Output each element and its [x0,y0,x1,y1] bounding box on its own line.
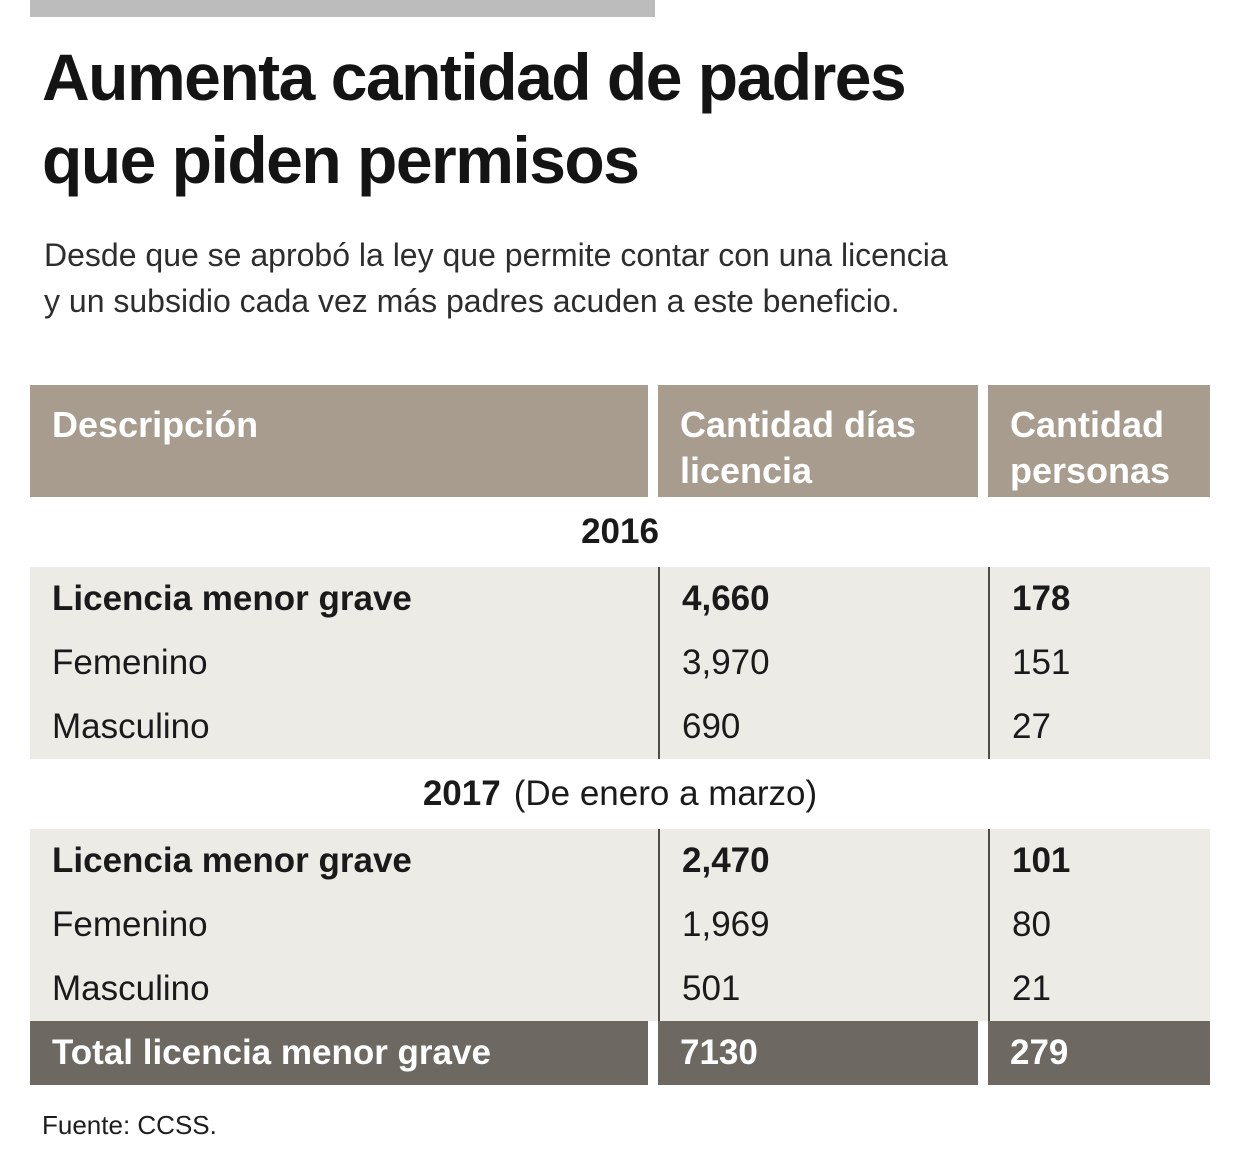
cell-personas: 27 [988,695,1210,759]
cell-descripcion: Licencia menor grave [30,567,658,631]
section-header-2017: 2017 (De enero a marzo) [30,759,1210,829]
cell-personas: 80 [988,893,1210,957]
row-masculino-2016: Masculino 690 27 [30,695,1210,759]
cell-dias-licencia: 3,970 [658,631,988,695]
page-title: Aumenta cantidad de padres que piden per… [42,36,907,202]
cell-total-personas: 279 [988,1021,1210,1085]
cell-descripcion: Femenino [30,893,658,957]
row-masculino-2017: Masculino 501 21 [30,957,1210,1021]
subtitle-line-2: y un subsidio cada vez más padres acuden… [44,283,900,319]
year-label: 2016 [581,512,659,551]
table-total-row: Total licencia menor grave 7130 279 [30,1021,1210,1085]
cell-dias-licencia: 690 [658,695,988,759]
row-licencia-menor-grave-2017: Licencia menor grave 2,470 101 [30,829,1210,893]
top-accent-bar [30,0,655,17]
year-label: 2017 [422,774,501,813]
subtitle-line-1: Desde que se aprobó la ley que permite c… [44,237,948,273]
cell-dias-licencia: 4,660 [658,567,988,631]
cell-personas: 178 [988,567,1210,631]
row-licencia-menor-grave-2016: Licencia menor grave 4,660 178 [30,567,1210,631]
cell-dias-licencia: 1,969 [658,893,988,957]
cell-total-dias-licencia: 7130 [658,1021,988,1085]
year-suffix: (De enero a marzo) [513,774,818,813]
section-header-2016: 2016 [30,497,1210,567]
cell-personas: 151 [988,631,1210,695]
data-table: Descripción Cantidad días licencia Canti… [30,385,1210,1085]
cell-total-label: Total licencia menor grave [30,1021,658,1085]
column-header-dias-licencia: Cantidad días licencia [658,385,988,497]
cell-personas: 21 [988,957,1210,1021]
cell-descripcion: Masculino [30,695,658,759]
cell-descripcion: Femenino [30,631,658,695]
column-header-personas: Cantidad personas [988,385,1210,497]
cell-dias-licencia: 2,470 [658,829,988,893]
source-note: Fuente: CCSS. [42,1110,217,1140]
cell-descripcion: Masculino [30,957,658,1021]
cell-descripcion: Licencia menor grave [30,829,658,893]
row-femenino-2017: Femenino 1,969 80 [30,893,1210,957]
column-header-descripcion: Descripción [30,385,658,497]
cell-personas: 101 [988,829,1210,893]
row-femenino-2016: Femenino 3,970 151 [30,631,1210,695]
cell-dias-licencia: 501 [658,957,988,1021]
page-subtitle: Desde que se aprobó la ley que permite c… [44,232,948,324]
table-header-row: Descripción Cantidad días licencia Canti… [30,385,1210,497]
title-line-2: que piden permisos [42,123,640,197]
title-line-1: Aumenta cantidad de padres [42,40,907,114]
